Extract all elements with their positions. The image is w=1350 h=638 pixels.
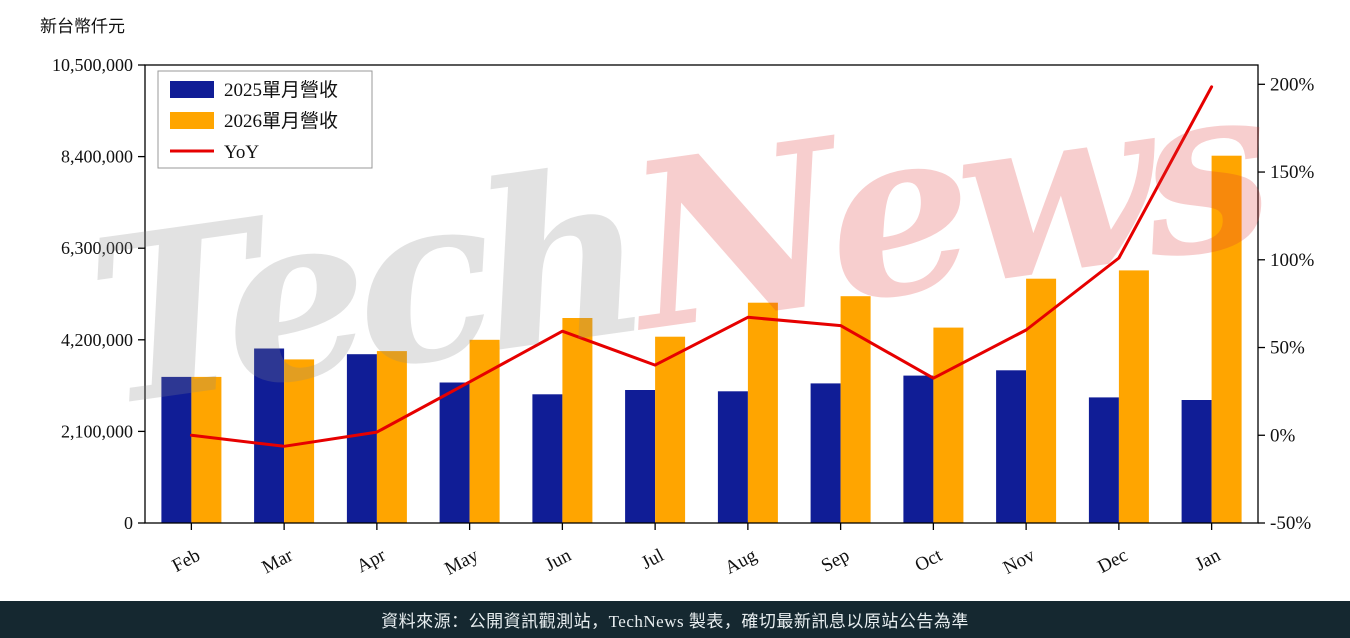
bar-2025-Dec bbox=[1088, 397, 1119, 523]
bar-2026-May bbox=[469, 339, 500, 523]
x-tick-label: Mar bbox=[259, 545, 297, 579]
left-tick-label: 2,100,000 bbox=[61, 421, 133, 441]
legend-swatch-2 bbox=[170, 112, 214, 129]
bar-2026-Nov bbox=[1026, 278, 1057, 523]
bar-2025-Jul bbox=[625, 390, 656, 523]
source-footer-text: 資料來源：公開資訊觀測站，TechNews 製表，確切最新訊息以原站公告為準 bbox=[381, 612, 969, 631]
bar-2025-Mar bbox=[254, 348, 285, 523]
right-tick-label: 0% bbox=[1270, 425, 1296, 446]
x-tick-label: Jun bbox=[542, 545, 576, 576]
bar-2026-Jun bbox=[562, 318, 593, 523]
left-tick-label: 8,400,000 bbox=[61, 147, 133, 167]
bar-2025-Jun bbox=[532, 394, 563, 523]
legend-label-3: YoY bbox=[224, 142, 259, 163]
plot-frame bbox=[144, 64, 1259, 524]
x-tick-label: Aug bbox=[721, 545, 760, 579]
bar-2025-Sep bbox=[810, 383, 841, 523]
bar-2025-Feb bbox=[161, 376, 192, 523]
x-tick-label: May bbox=[441, 545, 482, 580]
bar-2026-Dec bbox=[1118, 270, 1149, 523]
bar-2025-Nov bbox=[996, 370, 1027, 523]
right-tick-label: 200% bbox=[1270, 74, 1315, 95]
legend-label-1: 2025單月營收 bbox=[224, 79, 338, 101]
x-tick-label: Nov bbox=[1000, 545, 1039, 579]
left-axis-unit-label: 新台幣仟元 bbox=[40, 17, 125, 36]
x-tick-label: Apr bbox=[353, 545, 390, 578]
bar-2026-Aug bbox=[747, 302, 778, 523]
x-tick-label: Jul bbox=[638, 545, 667, 574]
source-footer-bar: 資料來源：公開資訊觀測站，TechNews 製表，確切最新訊息以原站公告為準 bbox=[0, 601, 1350, 638]
yoy-line bbox=[189, 85, 1214, 448]
left-tick-label: 4,200,000 bbox=[61, 330, 133, 350]
bar-2025-May bbox=[439, 382, 470, 523]
x-tick-label: Sep bbox=[818, 545, 853, 577]
left-tick-label: 10,500,000 bbox=[52, 55, 133, 75]
left-tick-label: 0 bbox=[124, 513, 133, 533]
bar-2025-Aug bbox=[717, 391, 748, 523]
bar-2025-Apr bbox=[346, 354, 377, 523]
x-tick-label: Jan bbox=[1192, 545, 1225, 576]
right-tick-label: -50% bbox=[1270, 513, 1311, 534]
bar-2026-Jan bbox=[1211, 155, 1242, 523]
legend-swatch-1 bbox=[170, 81, 214, 98]
legend-label-2: 2026單月營收 bbox=[224, 110, 338, 132]
right-tick-label: 100% bbox=[1270, 250, 1315, 271]
bar-2026-Oct bbox=[933, 327, 964, 523]
right-tick-label: 50% bbox=[1270, 338, 1305, 359]
revenue-yoy-chart: 0 2,100,000 4,200,000 6,300,000 8,400,000 10,… bbox=[52, 55, 1315, 580]
left-tick-label: 6,300,000 bbox=[61, 238, 133, 258]
bar-2026-Feb bbox=[191, 376, 222, 523]
bar-2025-Oct bbox=[903, 375, 934, 523]
x-tick-label: Feb bbox=[169, 545, 204, 577]
right-tick-label: 150% bbox=[1270, 162, 1315, 183]
bar-2026-Sep bbox=[840, 296, 871, 523]
bar-2026-Jul bbox=[655, 336, 686, 523]
x-tick-label: Oct bbox=[912, 545, 947, 577]
bar-2025-Jan bbox=[1181, 400, 1212, 523]
x-tick-label: Dec bbox=[1094, 545, 1131, 578]
bar-2026-Apr bbox=[376, 351, 407, 523]
